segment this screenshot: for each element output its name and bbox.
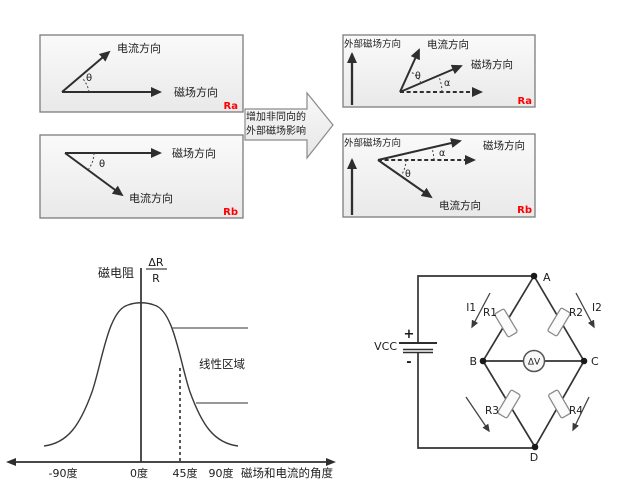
node-a-dot bbox=[530, 272, 538, 280]
external-field-label: 外部磁场方向 bbox=[344, 38, 401, 50]
minus-sign: - bbox=[406, 355, 411, 370]
wheatstone-bridge-circuit: VCC + - R1 R2 R3 R4 I1 I2 A B C D ΔV bbox=[374, 271, 602, 464]
resistor-tag-rb: Rb bbox=[223, 207, 238, 218]
resistor-tag-rb: Rb bbox=[517, 205, 532, 216]
current-i2-arrow bbox=[575, 292, 595, 329]
panel-left-rb: θ 磁场方向 电流方向 Rb bbox=[39, 134, 244, 219]
theta-label: θ bbox=[86, 73, 92, 84]
tick-minus-90: -90度 bbox=[49, 466, 78, 480]
resistor-tag-ra: Ra bbox=[224, 101, 238, 112]
field-direction-arrow bbox=[377, 138, 462, 161]
resistor-r1 bbox=[494, 308, 518, 338]
panel-left-ra: θ 电流方向 磁场方向 Ra bbox=[39, 34, 244, 113]
resistor-r2 bbox=[547, 307, 571, 337]
block-arrow-shape bbox=[244, 91, 334, 160]
current-direction-label: 电流方向 bbox=[439, 199, 481, 212]
resistor-r3 bbox=[497, 389, 521, 419]
current-direction-arrow bbox=[399, 48, 420, 93]
voltmeter-circle bbox=[522, 349, 546, 373]
current-direction-arrow bbox=[377, 159, 433, 199]
field-direction-label: 磁场方向 bbox=[174, 85, 218, 99]
field-direction-arrow bbox=[399, 64, 463, 93]
fraction-numerator: ΔR bbox=[148, 256, 164, 269]
node-d-dot bbox=[531, 443, 539, 451]
alpha-angle-arc bbox=[438, 76, 443, 93]
alpha-label: α bbox=[439, 148, 445, 159]
current-direction-label: 电流方向 bbox=[117, 41, 161, 55]
bell-curve bbox=[43, 302, 239, 447]
i2-label: I2 bbox=[592, 302, 602, 314]
field-direction-label: 磁场方向 bbox=[172, 146, 216, 160]
r3-label: R3 bbox=[485, 405, 499, 417]
panel-right-rb-box bbox=[342, 133, 536, 218]
transition-text-line2: 外部磁场影响 bbox=[246, 124, 306, 137]
external-field-label: 外部磁场方向 bbox=[344, 137, 401, 149]
current-arrow-r3 bbox=[465, 396, 490, 433]
tick-90: 90度 bbox=[209, 466, 234, 480]
node-c-label: C bbox=[591, 355, 599, 368]
voltmeter-label: ΔV bbox=[528, 358, 541, 368]
x-axis-title: 磁场和电流的角度 bbox=[241, 466, 333, 480]
tick-0: 0度 bbox=[130, 466, 148, 480]
current-i1-arrow bbox=[471, 292, 491, 329]
r4-label: R4 bbox=[569, 405, 583, 417]
theta-label: θ bbox=[415, 71, 421, 82]
field-direction-label: 磁场方向 bbox=[483, 139, 525, 152]
panel-right-ra: 外部磁场方向 电流方向 磁场方向 θ α Ra bbox=[342, 34, 536, 108]
x-axis-left-arrowhead bbox=[6, 458, 16, 466]
x-axis-right-arrowhead bbox=[326, 458, 336, 466]
transition-text-line1: 增加非同向的 bbox=[246, 110, 306, 123]
i1-label: I1 bbox=[466, 302, 476, 314]
node-d-label: D bbox=[530, 451, 538, 464]
current-direction-arrow bbox=[61, 50, 111, 93]
theta-angle-arc bbox=[410, 71, 422, 84]
vcc-label: VCC bbox=[374, 340, 397, 353]
current-direction-label: 电流方向 bbox=[129, 191, 173, 205]
magnetoresistance-curve-graph: 磁电阻 ΔR R 线性区域 -90度 0度 45度 90度 磁场和电流的角度 bbox=[6, 256, 336, 480]
tick-45: 45度 bbox=[173, 466, 198, 480]
resistor-tag-ra: Ra bbox=[518, 96, 532, 107]
panel-right-ra-box bbox=[342, 34, 536, 108]
battery-symbol: VCC + - bbox=[374, 327, 437, 370]
wire-vcc-to-d bbox=[417, 352, 535, 449]
node-a-label: A bbox=[543, 271, 551, 284]
delta-r-over-r-fraction: ΔR R bbox=[146, 256, 167, 285]
current-direction-arrow bbox=[64, 152, 124, 197]
r1-label: R1 bbox=[483, 307, 497, 319]
transition-block-arrow: 增加非同向的 外部磁场影响 bbox=[244, 91, 334, 160]
alpha-angle-arc bbox=[431, 147, 435, 161]
panel-right-rb: 外部磁场方向 磁场方向 电流方向 α θ Rb bbox=[342, 133, 536, 218]
panel-left-ra-box bbox=[39, 34, 244, 113]
theta-angle-arc bbox=[399, 159, 407, 178]
plus-sign: + bbox=[404, 327, 415, 342]
voltmeter: ΔV bbox=[522, 349, 546, 373]
current-arrow-r4 bbox=[572, 396, 590, 432]
theta-label: θ bbox=[99, 159, 105, 170]
resistor-r4 bbox=[548, 389, 571, 419]
theta-label: θ bbox=[405, 169, 411, 180]
node-b-label: B bbox=[469, 355, 477, 368]
r2-label: R2 bbox=[569, 307, 583, 319]
linear-region-label: 线性区域 bbox=[199, 357, 245, 371]
wire-vcc-to-a bbox=[417, 275, 534, 343]
theta-angle-arc bbox=[87, 152, 95, 171]
current-direction-label: 电流方向 bbox=[427, 38, 469, 51]
node-c-dot bbox=[580, 357, 588, 365]
alpha-label: α bbox=[444, 78, 450, 89]
fraction-denominator: R bbox=[152, 272, 160, 285]
node-b-dot bbox=[479, 357, 487, 365]
panel-left-rb-box bbox=[39, 134, 244, 219]
field-direction-label: 磁场方向 bbox=[471, 58, 513, 71]
theta-angle-arc bbox=[82, 78, 90, 93]
y-axis-label: 磁电阻 bbox=[98, 265, 134, 280]
